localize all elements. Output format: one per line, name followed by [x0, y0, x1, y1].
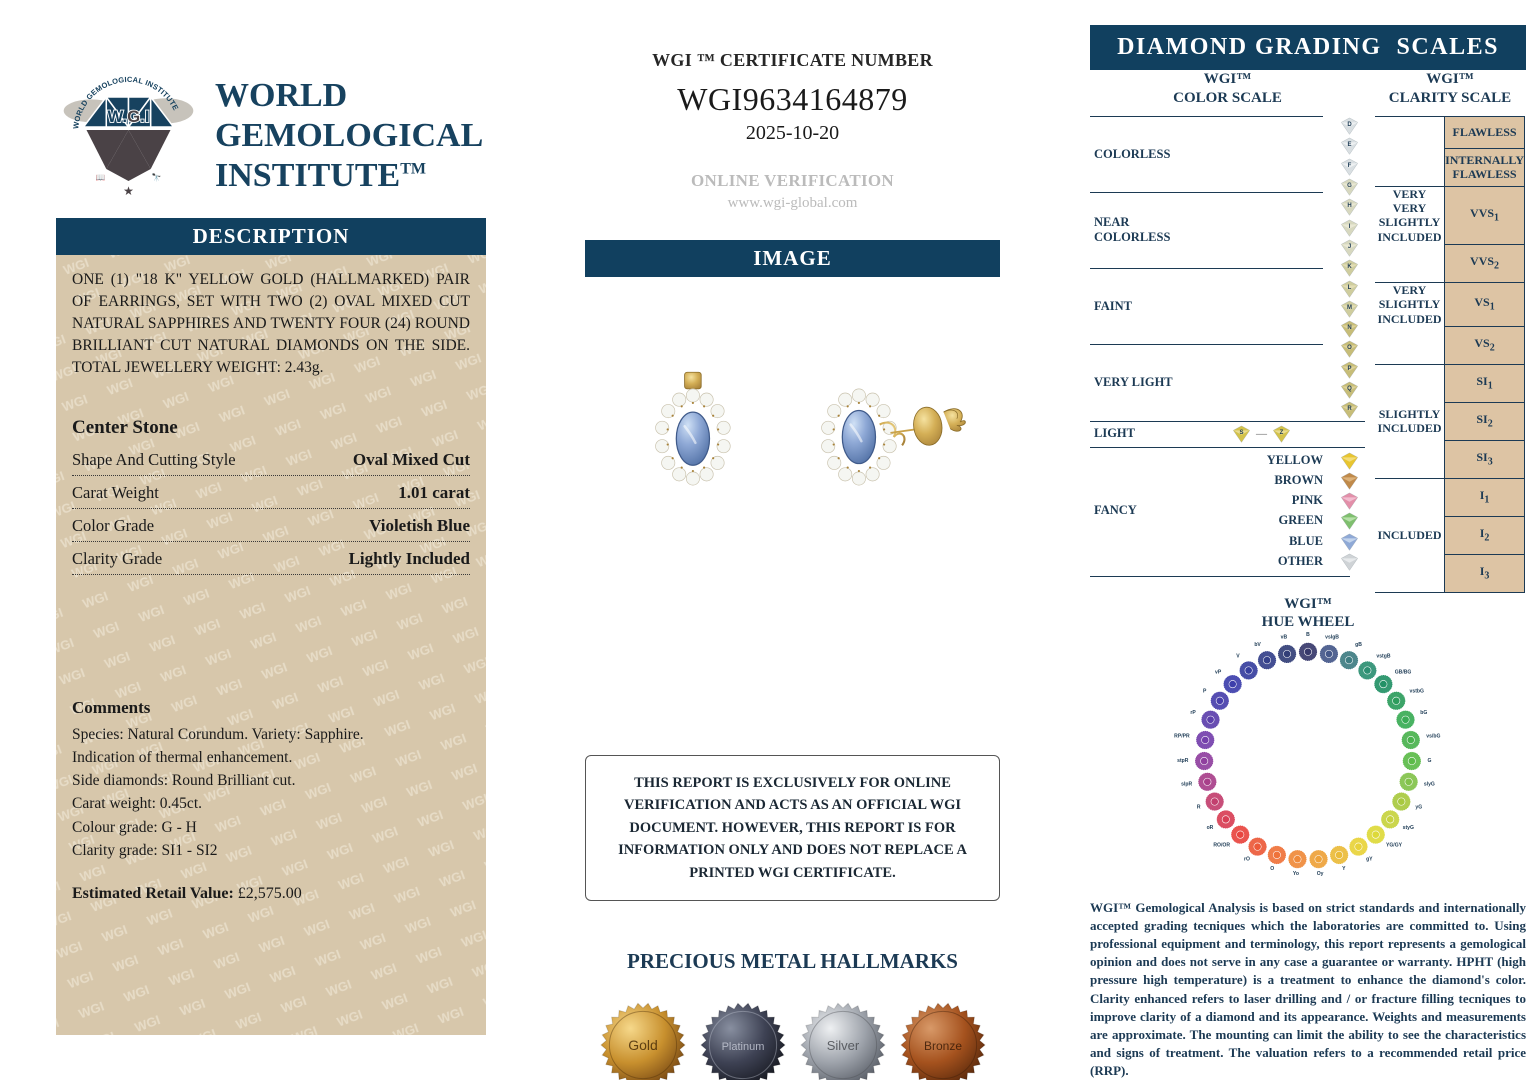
svg-text:M: M	[1347, 305, 1352, 311]
svg-text:📖: 📖	[95, 173, 105, 182]
svg-text:★: ★	[123, 184, 134, 198]
svg-text:P: P	[1203, 688, 1207, 694]
svg-text:R: R	[1347, 406, 1352, 412]
svg-text:styG: styG	[1403, 825, 1414, 831]
svg-text:G: G	[1347, 183, 1352, 189]
svg-text:G: G	[1428, 757, 1432, 763]
svg-text:V: V	[1236, 653, 1240, 659]
svg-text:H: H	[1347, 203, 1351, 209]
svg-text:GB/BG: GB/BG	[1395, 669, 1412, 675]
svg-text:F: F	[1347, 163, 1351, 169]
svg-text:yG: yG	[1415, 804, 1422, 810]
svg-text:N: N	[1347, 325, 1351, 331]
svg-text:P: P	[1347, 366, 1351, 372]
svg-text:D: D	[1347, 122, 1352, 128]
svg-text:vsIgB: vsIgB	[1325, 634, 1339, 640]
svg-text:Z: Z	[1280, 430, 1284, 436]
svg-text:Bronze: Bronze	[923, 1039, 961, 1053]
svg-text:B: B	[1306, 632, 1310, 638]
svg-text:E: E	[1347, 142, 1351, 148]
svg-text:O: O	[1270, 865, 1274, 871]
svg-text:Yo: Yo	[1293, 870, 1299, 876]
svg-text:slyG: slyG	[1424, 781, 1435, 787]
svg-text:L: L	[1347, 284, 1351, 290]
svg-text:Oy: Oy	[1317, 870, 1324, 876]
svg-text:O: O	[1347, 345, 1352, 351]
svg-text:Platinum: Platinum	[721, 1041, 764, 1053]
svg-text:gY: gY	[1366, 856, 1373, 862]
svg-text:S: S	[1239, 430, 1243, 436]
svg-text:slpR: slpR	[1181, 781, 1192, 787]
svg-text:RP/PR: RP/PR	[1174, 733, 1190, 739]
svg-text:J: J	[1347, 244, 1350, 250]
svg-text:vs/bG: vs/bG	[1426, 733, 1440, 739]
svg-text:Y: Y	[1342, 865, 1346, 871]
svg-text:RO/OR: RO/OR	[1213, 842, 1230, 848]
svg-text:gB: gB	[1355, 641, 1362, 647]
svg-text:vstbG: vstbG	[1410, 688, 1424, 694]
svg-text:vP: vP	[1215, 669, 1222, 675]
svg-text:rP: rP	[1190, 710, 1196, 716]
svg-text:oR: oR	[1207, 825, 1214, 831]
svg-text:rO: rO	[1244, 856, 1250, 862]
svg-text:vB: vB	[1281, 634, 1288, 640]
svg-text:Q: Q	[1347, 386, 1352, 392]
svg-text:bG: bG	[1420, 710, 1427, 716]
svg-text:K: K	[1347, 264, 1352, 270]
svg-text:W.G.I: W.G.I	[107, 107, 149, 126]
svg-text:stpR: stpR	[1177, 757, 1189, 763]
svg-text:vstgB: vstgB	[1376, 653, 1390, 659]
svg-text:R: R	[1197, 804, 1201, 810]
svg-text:YG/GY: YG/GY	[1386, 842, 1403, 848]
svg-text:🔭: 🔭	[152, 172, 162, 182]
svg-text:Silver: Silver	[826, 1038, 859, 1053]
svg-text:bV: bV	[1254, 641, 1261, 647]
svg-text:Gold: Gold	[628, 1037, 658, 1053]
